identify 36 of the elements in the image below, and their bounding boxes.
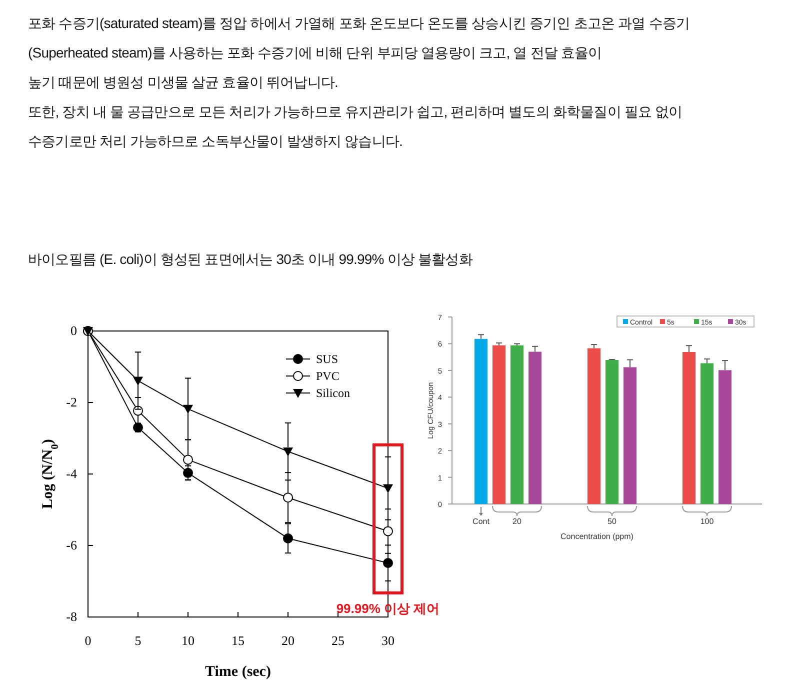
- text: 수증기로만 처리 가능하므로 소독부산물이 발생하지 않습니다.: [28, 133, 403, 149]
- text: 또한, 장치 내 물 공급만으로 모든 처리가 가능하므로 유지관리가 쉽고, 편리하며 별도의 화학물질이 필요 없이: [28, 104, 682, 120]
- x-tick-label: 30: [382, 633, 394, 648]
- y-tick-label: -6: [66, 538, 78, 552]
- x-tick-label: 50: [608, 517, 617, 526]
- y-tick-label: -8: [66, 609, 77, 624]
- y-tick-label: 0: [70, 323, 77, 338]
- legend-label: SUS: [316, 352, 338, 366]
- x-axis-title: Concentration (ppm): [560, 532, 634, 541]
- text: (Superheated steam)를 사용하는 포화 수증기에 비해 단위 부피당 열용량이 크고, 열 전달 효율이: [28, 44, 602, 60]
- point: [283, 492, 293, 503]
- point: [183, 454, 193, 465]
- text: 포화 수증기(saturated steam)를 정압 하에서 가열해 포화 온도보다 온도를 상승시킨 증기인 초고온 과열 수증기: [28, 15, 690, 31]
- x-tick-label: 15: [232, 633, 244, 648]
- text: 높기 때문에 병원성 미생물 살균 효율이 뛰어납니다.: [28, 74, 338, 90]
- x-tick-label: 20: [282, 633, 294, 648]
- x-tick-label: 10: [182, 633, 194, 648]
- point: [283, 447, 293, 456]
- x-tick-label: 0: [84, 633, 92, 648]
- chart-title: 바이오필름 (E. coli)이 형성된 표면에서는 30초 이내 99.99% 이상 불활성화: [28, 251, 473, 267]
- y-tick-label: -4: [66, 466, 78, 481]
- x-tick-label: 100: [700, 517, 714, 526]
- x-axis-title: Time (sec): [205, 664, 271, 680]
- x-tick-label: 5: [134, 633, 142, 648]
- legend-label: PVC: [316, 369, 340, 383]
- x-tick-label: 25: [332, 633, 344, 648]
- point: [183, 404, 193, 414]
- y-tick-label: -2: [66, 394, 77, 410]
- point: [383, 526, 393, 536]
- point: [383, 558, 393, 568]
- x-tick-label: Cont: [472, 517, 490, 526]
- point: [133, 376, 143, 386]
- legend-label: Silicon: [316, 386, 350, 400]
- point: [283, 533, 293, 544]
- x-tick-label: 20: [512, 517, 522, 526]
- point: [383, 484, 393, 494]
